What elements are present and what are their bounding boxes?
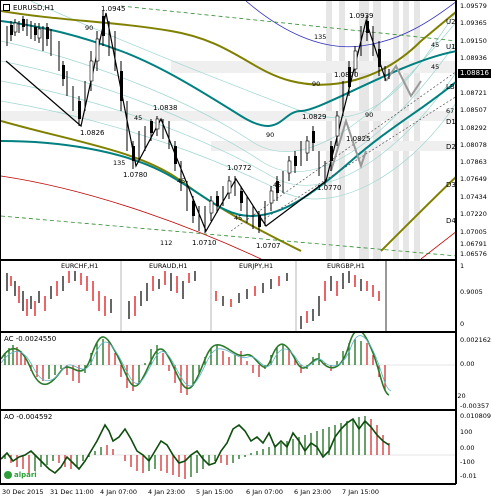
count-label: 90 xyxy=(85,24,94,32)
time-tick: 7 Jan 15:00 xyxy=(342,488,380,496)
count-label: 45 xyxy=(234,214,243,222)
axis-tick: -20 xyxy=(455,392,466,400)
price-tick: 1.06791 xyxy=(460,240,487,248)
price-axis[interactable]: 1.09579 1.09365 1.09150 1.08936 1.08816 … xyxy=(456,0,492,260)
time-tick: 5 Jan 15:00 xyxy=(196,488,234,496)
ac-title: AC -0.0024550 xyxy=(4,335,57,343)
ac-svg xyxy=(1,333,455,396)
time-tick: 4 Jan 23:00 xyxy=(148,488,186,496)
pivot-label-1: 1.0945 xyxy=(101,5,126,13)
correlation-symbol: EURJPY,H1 xyxy=(239,262,274,270)
pivot-label-8: 1.0770 xyxy=(317,184,342,192)
level-label-d2: D2 xyxy=(446,143,456,151)
count-label: 90 xyxy=(365,111,374,119)
price-tick: 1.09579 xyxy=(460,2,487,10)
axis-tick: 0.9005 xyxy=(460,288,483,296)
price-tick: 1.06576 xyxy=(460,250,487,258)
pivot-label-3: 1.0780 xyxy=(123,171,148,179)
alpari-logo-icon xyxy=(4,471,12,479)
price-tick: 1.08078 xyxy=(460,141,487,149)
price-tick: 1.09150 xyxy=(460,37,487,45)
correlation-symbol: EURAUD,H1 xyxy=(149,262,188,270)
axis-tick: 0 xyxy=(460,320,465,328)
count-label: 135 xyxy=(314,33,327,41)
time-axis[interactable]: 30 Dec 2015 31 Dec 11:00 4 Jan 07:00 4 J… xyxy=(0,484,456,500)
correlation-axis[interactable]: 1 0.9005 0 xyxy=(456,260,492,332)
price-tick: 1.08292 xyxy=(460,124,487,132)
current-price-marker: 1.08816 xyxy=(458,69,491,78)
count-label: 45 xyxy=(273,181,282,189)
level-label-u1: U1 xyxy=(446,43,456,51)
axis-tick: 0.00 xyxy=(460,444,475,452)
pivot-label-9: 1.0829 xyxy=(302,113,327,121)
time-tick: 4 Jan 07:00 xyxy=(100,488,138,496)
pivot-label-5: 1.0710 xyxy=(192,239,217,247)
ao-panel[interactable]: AO -0.004592 alpari xyxy=(0,410,456,484)
time-tick: 30 Dec 2015 xyxy=(2,488,44,496)
axis-tick: -0.01 xyxy=(460,472,477,480)
pivot-label-2: 1.0826 xyxy=(80,129,105,137)
axis-tick: 100 xyxy=(460,428,473,436)
correlation-panel[interactable]: EURCHF,H1 EURAUD,H1 EURJPY,H1 EURGBP,H1 xyxy=(0,260,456,332)
correlation-svg xyxy=(6,261,387,331)
axis-tick: 0.00 xyxy=(460,360,475,368)
price-tick: 1.07434 xyxy=(460,193,487,201)
ao-axis[interactable]: 0.010809 100 0.00 -100 -0.01 xyxy=(456,410,492,484)
axis-tick: -100 xyxy=(460,458,475,466)
axis-tick: 0.010809 xyxy=(460,412,492,420)
pivot-label-11: 1.0825 xyxy=(346,135,371,143)
price-tick: 1.08507 xyxy=(460,106,487,114)
price-tick: 1.07005 xyxy=(460,228,487,236)
axis-tick: 0.002162 xyxy=(460,336,492,344)
count-label: 67 xyxy=(446,107,455,115)
price-tick: 1.07863 xyxy=(460,158,487,166)
count-label: 90 xyxy=(312,80,321,88)
chart-menu-icon[interactable] xyxy=(3,4,10,11)
count-label: 45 xyxy=(431,63,440,71)
pivot-label-4: 1.0838 xyxy=(153,104,178,112)
main-chart-svg xyxy=(1,1,455,259)
ac-panel[interactable]: AC -0.0024550 xyxy=(0,332,456,410)
pivot-label-12: 1.0939 xyxy=(349,12,374,20)
ac-axis[interactable]: 0.002162 0.00 -20 -0.00357 xyxy=(455,332,492,410)
level-label-d1: D1 xyxy=(446,118,456,126)
count-label: 45 xyxy=(177,177,186,185)
count-label: 112 xyxy=(160,239,173,247)
ao-title: AO -0.004592 xyxy=(4,413,53,421)
ao-svg xyxy=(1,416,455,479)
chart-title: EURUSD,H1 xyxy=(13,4,55,12)
count-label: 45 xyxy=(134,114,143,122)
correlation-symbol: EURGBP,H1 xyxy=(327,262,365,270)
time-tick: 31 Dec 11:00 xyxy=(50,488,94,496)
price-tick: 1.07220 xyxy=(460,210,487,218)
count-label: 90 xyxy=(266,131,275,139)
level-label-d4: D4 xyxy=(446,217,456,225)
time-tick: 6 Jan 23:00 xyxy=(294,488,332,496)
main-chart-panel[interactable]: EURUSD,H1 1.0945 1.0826 1.0780 1.0838 1.… xyxy=(0,0,456,260)
price-tick: 1.08936 xyxy=(460,54,487,62)
price-tick: 1.08721 xyxy=(460,89,487,97)
alpari-watermark: alpari xyxy=(14,471,37,479)
price-tick: 1.07649 xyxy=(460,175,487,183)
time-tick: 6 Jan 07:00 xyxy=(246,488,284,496)
ao-histogram xyxy=(4,416,390,479)
count-label: 135 xyxy=(113,159,126,167)
level-label-lb: LB xyxy=(446,83,455,91)
level-label-u2: U2 xyxy=(446,18,456,26)
level-label-d3: D3 xyxy=(446,181,456,189)
axis-tick: -0.00357 xyxy=(460,402,490,410)
correlation-symbol: EURCHF,H1 xyxy=(61,262,99,270)
pivot-label-10: 1.0870 xyxy=(334,71,359,79)
count-label: 45 xyxy=(431,41,440,49)
pivot-label-6: 1.0772 xyxy=(227,164,252,172)
pivot-label-7: 1.0707 xyxy=(256,242,281,250)
axis-tick: 1 xyxy=(460,262,465,270)
price-tick: 1.09365 xyxy=(460,19,487,27)
